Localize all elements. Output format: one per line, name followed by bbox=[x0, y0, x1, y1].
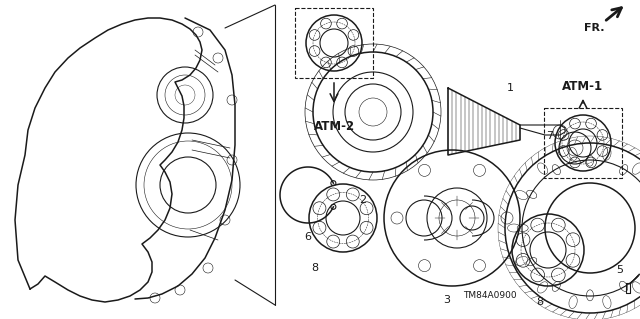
Text: ATM-1: ATM-1 bbox=[563, 79, 604, 93]
Text: FR.: FR. bbox=[584, 23, 604, 33]
Text: 1: 1 bbox=[506, 83, 513, 93]
Text: ATM-2: ATM-2 bbox=[314, 120, 355, 132]
Bar bbox=[295, 8, 373, 78]
Bar bbox=[544, 108, 622, 178]
Text: 5: 5 bbox=[616, 265, 623, 275]
Text: TM84A0900: TM84A0900 bbox=[463, 291, 517, 300]
Text: 8: 8 bbox=[312, 263, 319, 273]
Text: 8: 8 bbox=[536, 297, 543, 307]
Polygon shape bbox=[448, 90, 522, 152]
Text: 2: 2 bbox=[360, 195, 367, 205]
Text: 3: 3 bbox=[444, 295, 451, 305]
Text: 6: 6 bbox=[305, 232, 312, 242]
Text: 7: 7 bbox=[547, 131, 554, 141]
